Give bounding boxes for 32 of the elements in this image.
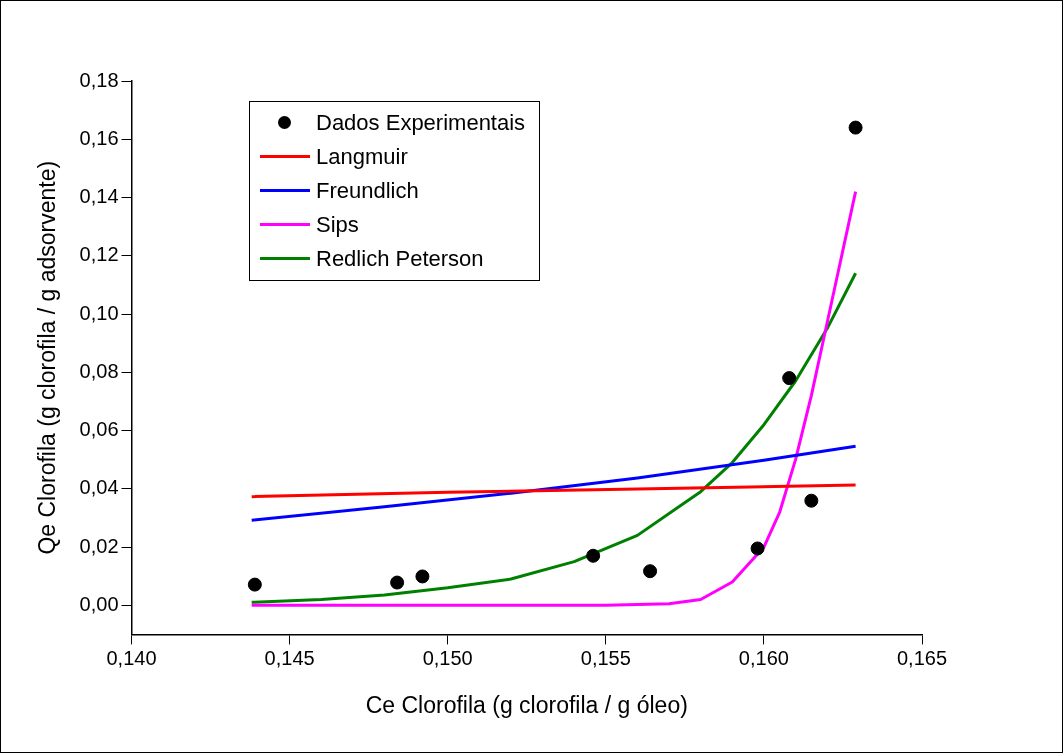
- point: [804, 493, 819, 508]
- point: [782, 371, 797, 386]
- y-tick-label: 0,16: [79, 126, 119, 149]
- y-tick-label: 0,10: [79, 301, 119, 324]
- y-tick-label: 0,12: [79, 243, 119, 266]
- legend-label: Redlich Peterson: [316, 246, 484, 272]
- x-tick-label: 0,140: [106, 646, 157, 669]
- y-tick-label: 0,06: [79, 418, 119, 441]
- y-tick-label: 0,00: [79, 592, 119, 615]
- x-tick-label: 0,160: [738, 646, 789, 669]
- legend-label: Dados Experimentais: [316, 110, 526, 136]
- point: [848, 120, 863, 135]
- legend-label: Sips: [316, 212, 359, 238]
- y-tick-label: 0,04: [79, 476, 119, 499]
- y-tick-label: 0,08: [79, 359, 119, 382]
- point: [643, 564, 658, 579]
- y-tick-label: 0,14: [79, 185, 119, 208]
- point: [586, 548, 601, 563]
- point: [415, 569, 430, 584]
- y-tick-label: 0,18: [79, 68, 119, 91]
- x-tick-label: 0,155: [580, 646, 631, 669]
- x-tick-label: 0,165: [896, 646, 948, 669]
- x-tick-label: 0,145: [264, 646, 315, 669]
- legend-label: Freundlich: [316, 178, 419, 204]
- point: [750, 541, 765, 556]
- point: [247, 577, 262, 592]
- y-tick-label: 0,02: [79, 534, 119, 557]
- point: [390, 575, 405, 590]
- y-axis-title: Qe Clorofila (g clorofila / g adsorvente): [34, 160, 61, 555]
- x-axis-title: Ce Clorofila (g clorofila / g óleo): [365, 691, 688, 718]
- x-tick-label: 0,150: [422, 646, 473, 669]
- legend-label: Langmuir: [316, 144, 408, 170]
